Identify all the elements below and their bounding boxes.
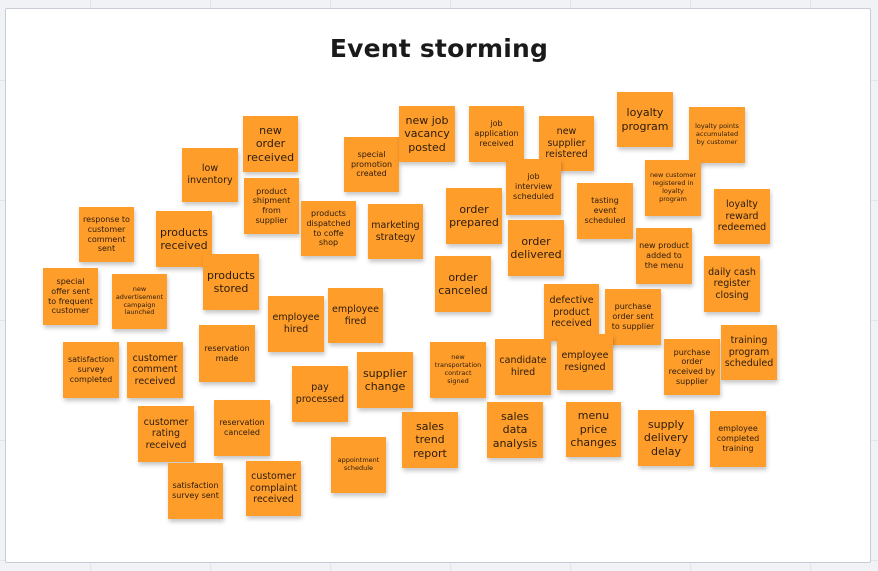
note-loyalty-reward-redeemed[interactable]: loyalty reward redeemed <box>714 189 770 244</box>
note-purchase-order-sent[interactable]: purchase order sent to supplier <box>605 289 661 345</box>
note-appointment-schedule[interactable]: appointment schedule <box>331 437 386 493</box>
note-supply-delivery-delay[interactable]: supply delivery delay <box>638 410 694 466</box>
board-title: Event storming <box>329 34 549 63</box>
note-customer-rating-received[interactable]: customer rating received <box>138 406 194 462</box>
note-purchase-order-received[interactable]: purchase order received by supplier <box>664 339 720 395</box>
note-satisfaction-survey-sent[interactable]: satisfaction survey sent <box>168 463 223 519</box>
note-products-received[interactable]: products received <box>156 211 212 267</box>
note-daily-cash-register-closing[interactable]: daily cash register closing <box>704 256 760 312</box>
note-response-to-customer-comment-sent[interactable]: response to customer comment sent <box>79 207 134 262</box>
note-employee-resigned[interactable]: employee resigned <box>557 334 613 390</box>
note-sales-trend-report[interactable]: sales trend report <box>402 412 458 468</box>
note-training-program-scheduled[interactable]: training program scheduled <box>721 325 777 380</box>
note-low-inventory[interactable]: low inventory <box>182 148 238 202</box>
note-menu-price-changes[interactable]: menu price changes <box>566 402 621 457</box>
note-job-interview-scheduled[interactable]: job interview scheduled <box>506 159 561 215</box>
note-pay-processed[interactable]: pay processed <box>292 366 348 422</box>
note-order-delivered[interactable]: order delivered <box>508 220 564 276</box>
note-defective-product-received[interactable]: defective product received <box>544 284 599 341</box>
note-new-transportation-contract-signed[interactable]: new transportation contract signed <box>430 342 486 398</box>
note-job-application-received[interactable]: job application received <box>469 106 524 162</box>
note-customer-comment-received[interactable]: customer comment received <box>127 342 183 398</box>
note-products-stored[interactable]: products stored <box>203 254 259 310</box>
note-special-promotion-created[interactable]: special promotion created <box>344 137 399 192</box>
note-candidate-hired[interactable]: candidate hired <box>495 339 551 395</box>
note-order-prepared[interactable]: order prepared <box>446 188 502 244</box>
note-new-advertisement-campaign[interactable]: new advertisement campaign launched <box>112 274 167 329</box>
note-new-job-vacancy-posted[interactable]: new job vacancy posted <box>399 106 455 162</box>
note-reservation-made[interactable]: reservation made <box>199 325 255 382</box>
note-products-dispatched[interactable]: products dispatched to coffe shop <box>301 201 356 256</box>
note-new-customer-registered[interactable]: new customer registered in loyalty progr… <box>645 160 701 216</box>
note-reservation-canceled[interactable]: reservation canceled <box>214 400 270 456</box>
note-tasting-event-scheduled[interactable]: tasting event scheduled <box>577 183 633 239</box>
note-product-shipment-from-supplier[interactable]: product shipment from supplier <box>244 178 299 234</box>
note-employee-completed-training[interactable]: employee completed training <box>710 411 766 467</box>
note-employee-fired[interactable]: employee fired <box>328 288 383 343</box>
note-new-order-received[interactable]: new order received <box>243 116 298 172</box>
note-order-canceled[interactable]: order canceled <box>435 256 491 312</box>
note-marketing-strategy[interactable]: marketing strategy <box>368 204 423 259</box>
note-customer-complaint-received[interactable]: customer complaint received <box>246 461 301 516</box>
note-sales-data-analysis[interactable]: sales data analysis <box>487 402 543 458</box>
note-new-product-added[interactable]: new product added to the menu <box>636 228 692 284</box>
note-satisfaction-survey-completed[interactable]: satisfaction survey completed <box>63 342 119 398</box>
note-loyalty-program[interactable]: loyalty program <box>617 92 673 147</box>
note-special-offer-sent[interactable]: special offer sent to frequent customer <box>43 268 98 325</box>
note-employee-hired[interactable]: employee hired <box>268 296 324 352</box>
note-loyalty-points-accumulated[interactable]: loyalty points accumulated by customer <box>689 107 745 163</box>
note-supplier-change[interactable]: supplier change <box>357 352 413 408</box>
